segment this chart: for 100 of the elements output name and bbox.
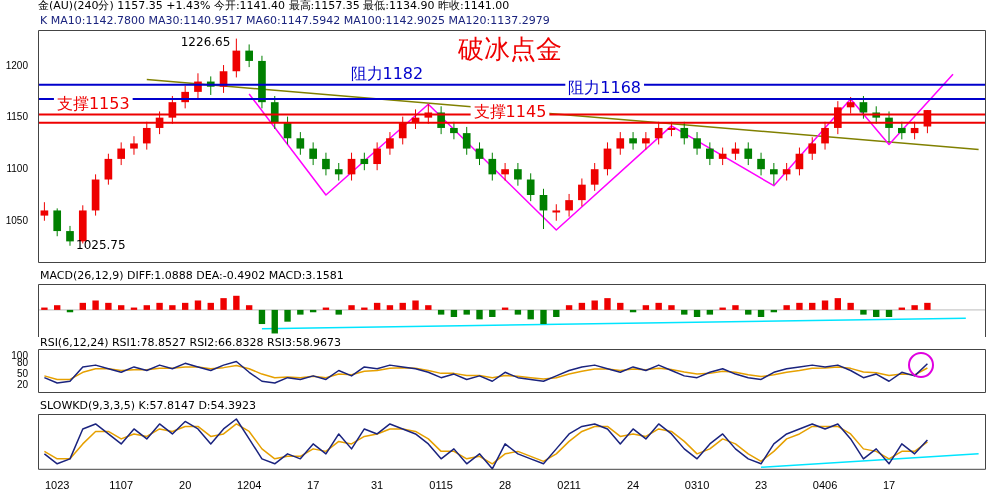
bar (809, 302, 816, 310)
bar (169, 305, 176, 310)
bar (553, 309, 560, 317)
bar (271, 309, 278, 334)
x-tick-label: 1107 (109, 479, 134, 492)
x-tick-label: 23 (754, 479, 768, 492)
candlestick (808, 136, 817, 161)
candlestick (616, 131, 625, 156)
bar (181, 302, 189, 310)
x-tick-label: 24 (626, 479, 640, 492)
bar (873, 309, 880, 317)
x-tick-label: 0310 (684, 479, 710, 492)
ref-line-label: 支撑1153 (56, 93, 130, 113)
bar (591, 300, 598, 310)
bar (258, 309, 266, 325)
y-tick-label: 1150 (6, 111, 29, 123)
bar (911, 305, 918, 310)
y-tick-label: 1100 (6, 162, 29, 174)
bar (425, 305, 432, 310)
x-tick-label: 31 (371, 479, 384, 492)
bar (233, 295, 240, 310)
bar (361, 307, 368, 310)
chart-title: RSI(6,12,24) RSI1:78.8527 RSI2:66.8328 RSI3:58.9673 (40, 336, 342, 350)
bar (117, 305, 125, 310)
x-tick-label: 17 (882, 479, 896, 492)
bar (386, 305, 394, 310)
bar (719, 307, 726, 310)
bar (207, 302, 214, 310)
candlestick (462, 126, 471, 156)
bar (847, 302, 854, 310)
bar (143, 305, 150, 310)
x-tick-label: 0406 (812, 479, 838, 492)
x-tick-label: 17 (307, 479, 320, 492)
ref-line-label: 支撑1145 (473, 101, 547, 121)
text: K MA10:1142.7800 MA30:1140.9517 MA60:1147.5942 MA100:1142.9025 MA120:1137.2979 (40, 14, 550, 28)
y-tick-label: 1200 (5, 59, 29, 71)
ref-line-label: 阻力1168 (568, 78, 642, 98)
bar (450, 309, 458, 317)
bar (373, 302, 381, 310)
chart-title: SLOWKD(9,3,3,5) K:57.8147 D:54.3923 (40, 399, 257, 413)
chart-title: 破冰点金 (457, 33, 562, 64)
bar (540, 309, 547, 325)
bar (821, 300, 829, 310)
annotation: 1226.65 (180, 34, 231, 49)
bar (706, 309, 714, 315)
bar (757, 309, 765, 317)
candlestick (53, 207, 62, 237)
bar (437, 309, 445, 315)
bar (105, 302, 112, 310)
bar (348, 305, 355, 310)
x-tick-label: 0115 (429, 479, 453, 492)
bar (834, 298, 842, 310)
bar (297, 309, 304, 315)
bar (412, 300, 419, 310)
x-tick-label: 28 (498, 479, 512, 492)
bar (92, 300, 99, 310)
bar (514, 309, 522, 315)
bar (335, 309, 342, 315)
bar (924, 302, 931, 310)
bar (655, 302, 662, 310)
chart-title: MACD(26,12,9) DIFF:1.0888 DEA:-0.4902 MACD:3.1581 (40, 269, 344, 283)
x-tick-label: 0211 (557, 479, 581, 492)
bar (156, 302, 163, 310)
bar (463, 309, 470, 315)
bar (527, 309, 534, 320)
bar (565, 305, 573, 310)
candlestick (590, 162, 599, 192)
bar (745, 309, 752, 315)
bar (668, 305, 675, 310)
bar (476, 309, 483, 320)
ref-line-label: 阻力1182 (350, 63, 424, 83)
bar (732, 305, 739, 310)
bar (194, 300, 202, 310)
bar (54, 305, 61, 310)
bar (796, 302, 803, 310)
y-tick-label: 1050 (5, 214, 29, 226)
x-tick-label: 20 (179, 479, 192, 492)
bar (578, 302, 586, 310)
bar (617, 302, 624, 310)
text: 金(AU)(240分) 1157.35 +1.43% 今开:1141.40 最高:1157.35 最低:1134.90 昨收:1141.00 (38, 0, 510, 13)
annotation: 1025.75 (75, 237, 126, 252)
bar (399, 302, 406, 310)
bar (604, 298, 611, 310)
bar (860, 309, 867, 315)
bar (885, 309, 893, 317)
candlestick (552, 203, 561, 222)
y-tick-label: 20 (16, 378, 29, 390)
bar (284, 309, 291, 322)
x-tick-label: 1023 (44, 479, 70, 492)
bar (783, 305, 790, 310)
bar (642, 305, 650, 310)
x-tick-label: 1204 (236, 479, 262, 492)
candlestick (40, 201, 49, 222)
bar (41, 307, 48, 310)
bar (489, 309, 496, 317)
bar (681, 309, 688, 315)
candlestick (130, 135, 138, 156)
bar (245, 305, 253, 310)
bar (79, 302, 86, 310)
bar (220, 298, 227, 310)
